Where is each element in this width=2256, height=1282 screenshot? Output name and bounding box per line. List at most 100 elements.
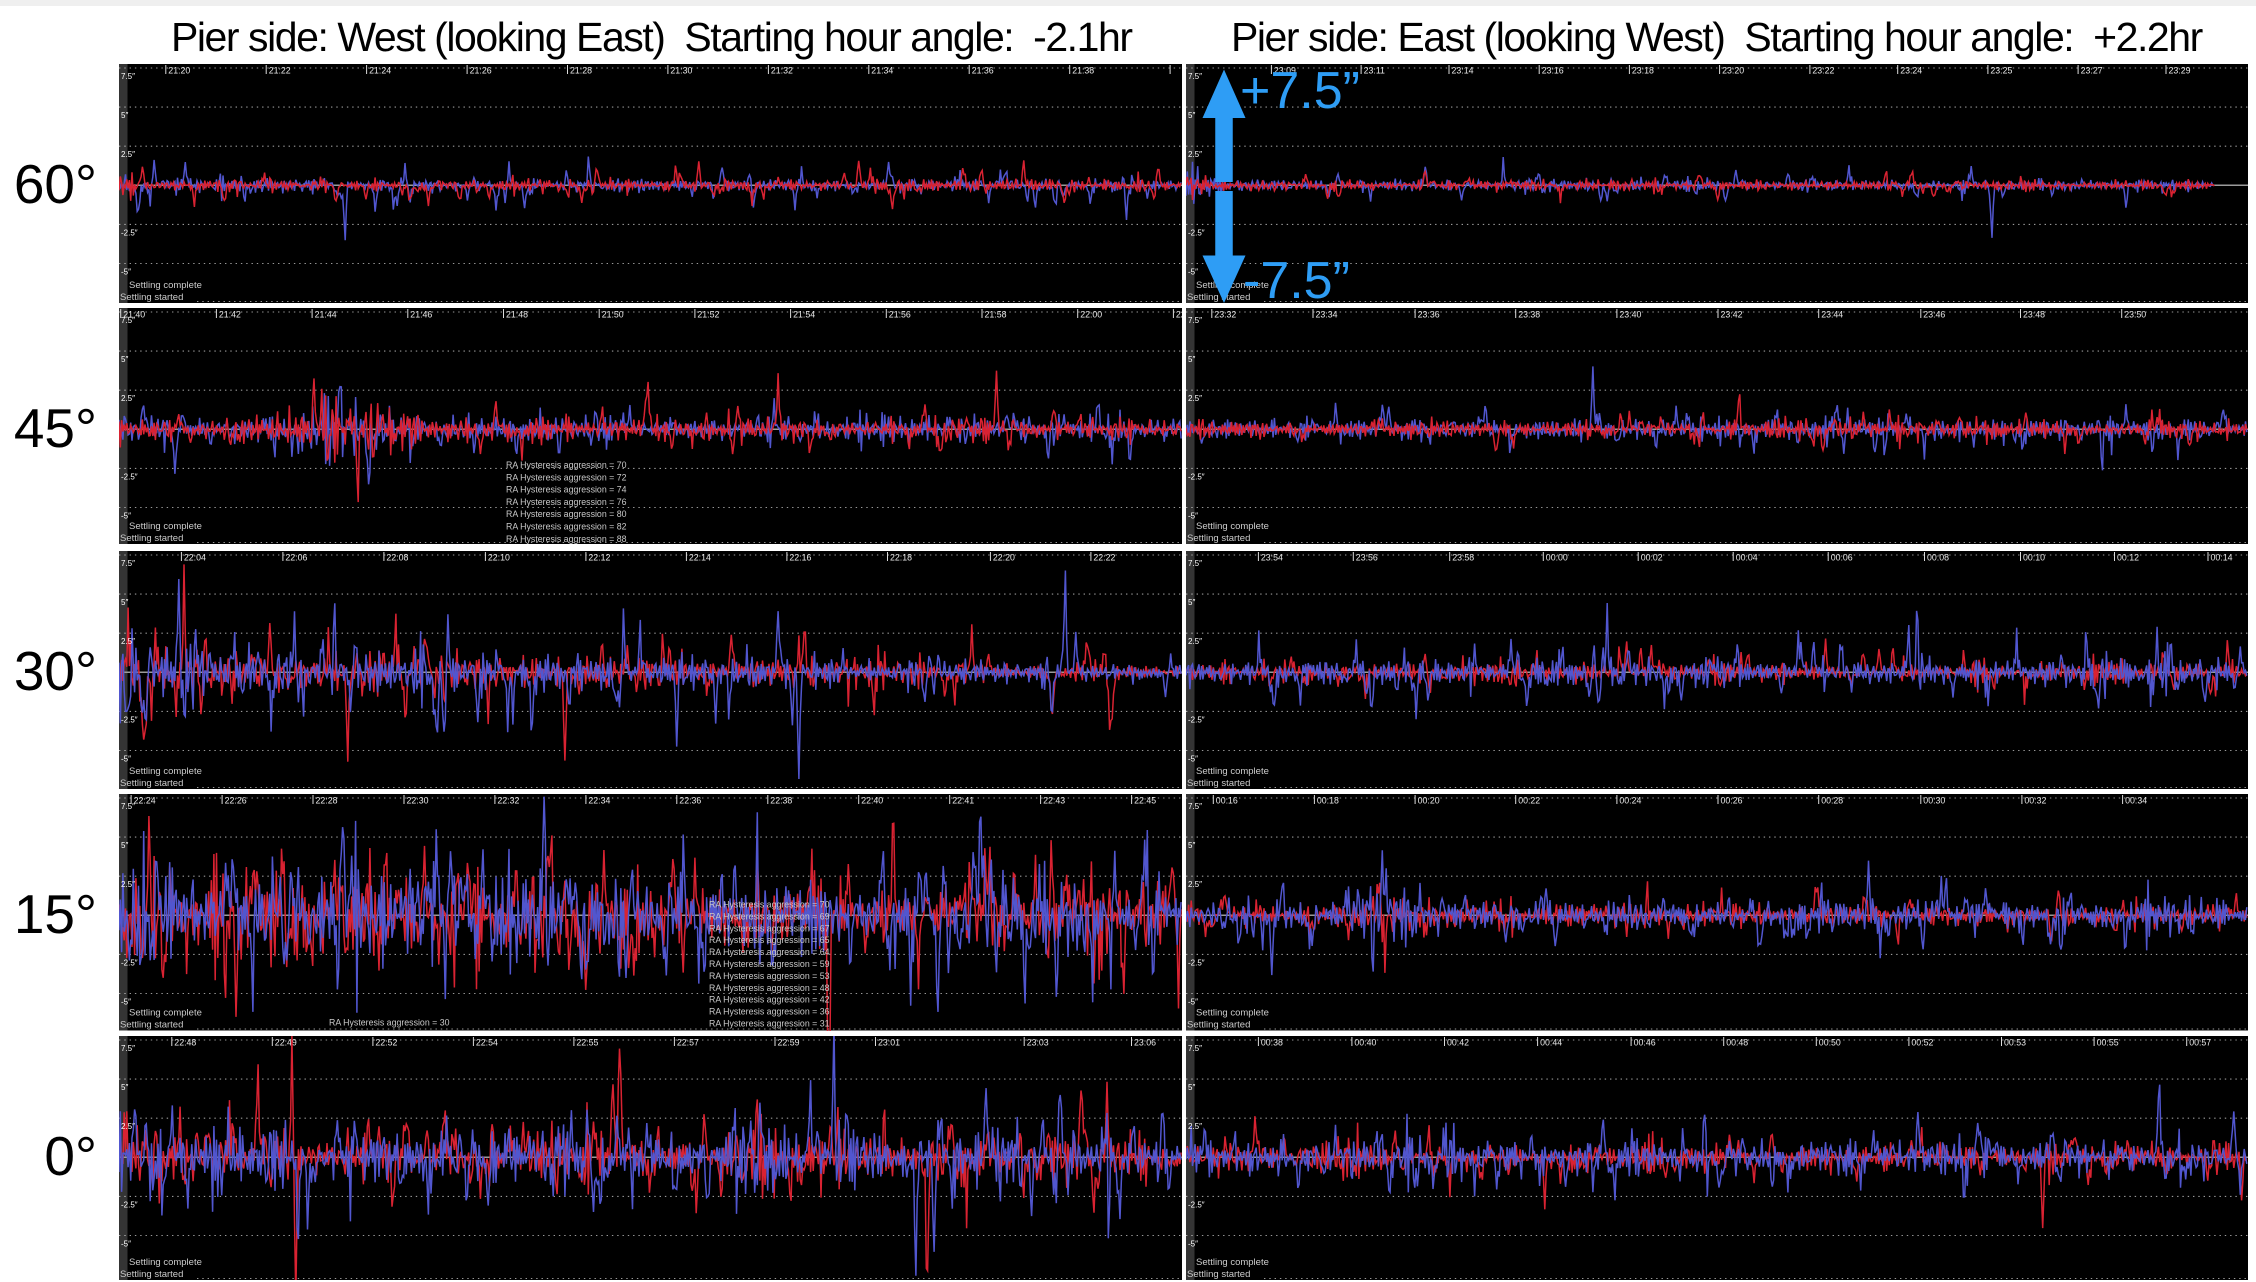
- svg-text:22:57: 22:57: [677, 1038, 699, 1048]
- svg-text:5″: 5″: [121, 111, 128, 120]
- svg-text:00:44: 00:44: [1540, 1038, 1562, 1048]
- svg-text:7.5″: 7.5″: [1188, 559, 1202, 568]
- svg-text:5″: 5″: [121, 1083, 128, 1092]
- svg-text:00:34: 00:34: [2125, 796, 2147, 806]
- svg-text:Settling started: Settling started: [1187, 533, 1250, 544]
- svg-text:21:36: 21:36: [972, 66, 994, 76]
- svg-text:21:22: 21:22: [269, 66, 291, 76]
- svg-text:5″: 5″: [1188, 1083, 1195, 1092]
- svg-text:22:48: 22:48: [174, 1038, 196, 1048]
- svg-text:21:30: 21:30: [670, 66, 692, 76]
- svg-text:21:24: 21:24: [369, 66, 391, 76]
- svg-text:00:32: 00:32: [2024, 796, 2046, 806]
- svg-text:5″: 5″: [1188, 355, 1195, 364]
- svg-text:23:42: 23:42: [1721, 310, 1743, 320]
- svg-text:22:41: 22:41: [952, 796, 974, 806]
- svg-text:Settling started: Settling started: [120, 1269, 183, 1280]
- svg-text:00:18: 00:18: [1317, 796, 1339, 806]
- svg-text:2.5″: 2.5″: [121, 637, 135, 646]
- svg-text:-2.5″: -2.5″: [121, 1200, 138, 1209]
- svg-text:21:26: 21:26: [470, 66, 492, 76]
- svg-text:5″: 5″: [1188, 598, 1195, 607]
- svg-text:2.5″: 2.5″: [1188, 1122, 1202, 1131]
- svg-text:5″: 5″: [121, 841, 128, 850]
- svg-text:RA Hysteresis aggression = 72: RA Hysteresis aggression = 72: [506, 472, 627, 482]
- svg-text:22:18: 22:18: [890, 553, 912, 563]
- svg-text:RA Hysteresis aggression = 42: RA Hysteresis aggression = 42: [709, 995, 830, 1005]
- svg-text:RA Hysteresis aggression = 76: RA Hysteresis aggression = 76: [506, 497, 627, 507]
- svg-text:22:45: 22:45: [1134, 796, 1156, 806]
- svg-text:2.5″: 2.5″: [1188, 880, 1202, 889]
- svg-text:23:36: 23:36: [1418, 310, 1440, 320]
- svg-text:21:48: 21:48: [506, 310, 528, 320]
- svg-text:Settling started: Settling started: [120, 778, 183, 789]
- svg-text:22:49: 22:49: [275, 1038, 297, 1048]
- svg-text:21:54: 21:54: [793, 310, 815, 320]
- svg-text:-2.5″: -2.5″: [1188, 228, 1205, 237]
- svg-text:00:22: 00:22: [1518, 796, 1540, 806]
- svg-text:00:26: 00:26: [1721, 796, 1743, 806]
- svg-text:22:16: 22:16: [789, 553, 811, 563]
- svg-text:-2.5″: -2.5″: [1188, 1200, 1205, 1209]
- svg-text:23:01: 23:01: [878, 1038, 900, 1048]
- svg-text:23:50: 23:50: [2124, 310, 2146, 320]
- svg-text:Settling complete: Settling complete: [1196, 280, 1269, 291]
- svg-text:RA Hysteresis aggression = 31: RA Hysteresis aggression = 31: [709, 1019, 830, 1029]
- svg-text:00:10: 00:10: [2023, 553, 2045, 563]
- svg-text:00:48: 00:48: [1726, 1038, 1748, 1048]
- svg-text:-5″: -5″: [121, 998, 131, 1007]
- svg-text:Settling started: Settling started: [1187, 292, 1250, 303]
- svg-text:22:40: 22:40: [861, 796, 883, 806]
- svg-text:22:54: 22:54: [476, 1038, 498, 1048]
- svg-text:00:46: 00:46: [1634, 1038, 1656, 1048]
- svg-text:-2.5″: -2.5″: [121, 472, 138, 481]
- svg-text:RA Hysteresis aggression = 74: RA Hysteresis aggression = 74: [506, 485, 627, 495]
- svg-text:7.5″: 7.5″: [121, 1044, 135, 1053]
- svg-text:Settling started: Settling started: [120, 1020, 183, 1031]
- svg-text:21:38: 21:38: [1072, 66, 1094, 76]
- svg-text:5″: 5″: [121, 598, 128, 607]
- svg-text:RA Hysteresis aggression = 36: RA Hysteresis aggression = 36: [709, 1007, 830, 1017]
- svg-text:Settling complete: Settling complete: [129, 521, 202, 532]
- svg-text:Settling complete: Settling complete: [129, 1257, 202, 1268]
- svg-text:00:55: 00:55: [2097, 1038, 2119, 1048]
- svg-text:2.5″: 2.5″: [1188, 394, 1202, 403]
- svg-text:00:50: 00:50: [1819, 1038, 1841, 1048]
- svg-text:23:11: 23:11: [1364, 66, 1385, 76]
- svg-text:-2.5″: -2.5″: [1188, 715, 1205, 724]
- svg-text:00:08: 00:08: [1927, 553, 1949, 563]
- svg-text:21:34: 21:34: [871, 66, 893, 76]
- svg-text:RA Hysteresis aggression = 65: RA Hysteresis aggression = 65: [709, 935, 830, 945]
- svg-text:7.5″: 7.5″: [1188, 316, 1202, 325]
- svg-text:23:03: 23:03: [1027, 1038, 1049, 1048]
- svg-text:Settling complete: Settling complete: [129, 766, 202, 777]
- svg-text:-5″: -5″: [121, 512, 131, 521]
- svg-text:22:36: 22:36: [679, 796, 701, 806]
- svg-text:Settling started: Settling started: [120, 533, 183, 544]
- svg-text:RA Hysteresis aggression = 70: RA Hysteresis aggression = 70: [506, 460, 627, 470]
- svg-text:23:54: 23:54: [1261, 553, 1283, 563]
- svg-text:7.5″: 7.5″: [121, 559, 135, 568]
- svg-text:7.5″: 7.5″: [121, 316, 135, 325]
- svg-text:21:32: 21:32: [771, 66, 793, 76]
- svg-text:00:52: 00:52: [1911, 1038, 1933, 1048]
- svg-text:22:22: 22:22: [1093, 553, 1115, 563]
- svg-text:22:02: 22:02: [1176, 310, 1182, 320]
- svg-text:RA Hysteresis aggression = 48: RA Hysteresis aggression = 48: [709, 983, 830, 993]
- svg-text:Settling complete: Settling complete: [1196, 1257, 1269, 1268]
- svg-text:00:40: 00:40: [1354, 1038, 1376, 1048]
- svg-text:21:28: 21:28: [570, 66, 592, 76]
- svg-text:23:18: 23:18: [1632, 66, 1654, 76]
- svg-text:00:38: 00:38: [1261, 1038, 1283, 1048]
- svg-text:22:06: 22:06: [285, 553, 307, 563]
- svg-text:RA Hysteresis aggression = 70: RA Hysteresis aggression = 70: [709, 900, 830, 910]
- svg-text:7.5″: 7.5″: [121, 802, 135, 811]
- svg-text:00:57: 00:57: [2189, 1038, 2211, 1048]
- svg-text:22:10: 22:10: [488, 553, 510, 563]
- svg-text:Settling complete: Settling complete: [1196, 1008, 1269, 1019]
- svg-text:23:06: 23:06: [1134, 1038, 1156, 1048]
- svg-text:-2.5″: -2.5″: [121, 228, 138, 237]
- svg-text:Settling complete: Settling complete: [129, 1008, 202, 1019]
- svg-text:Settling started: Settling started: [120, 292, 183, 303]
- svg-text:RA Hysteresis aggression = 30: RA Hysteresis aggression = 30: [329, 1018, 450, 1028]
